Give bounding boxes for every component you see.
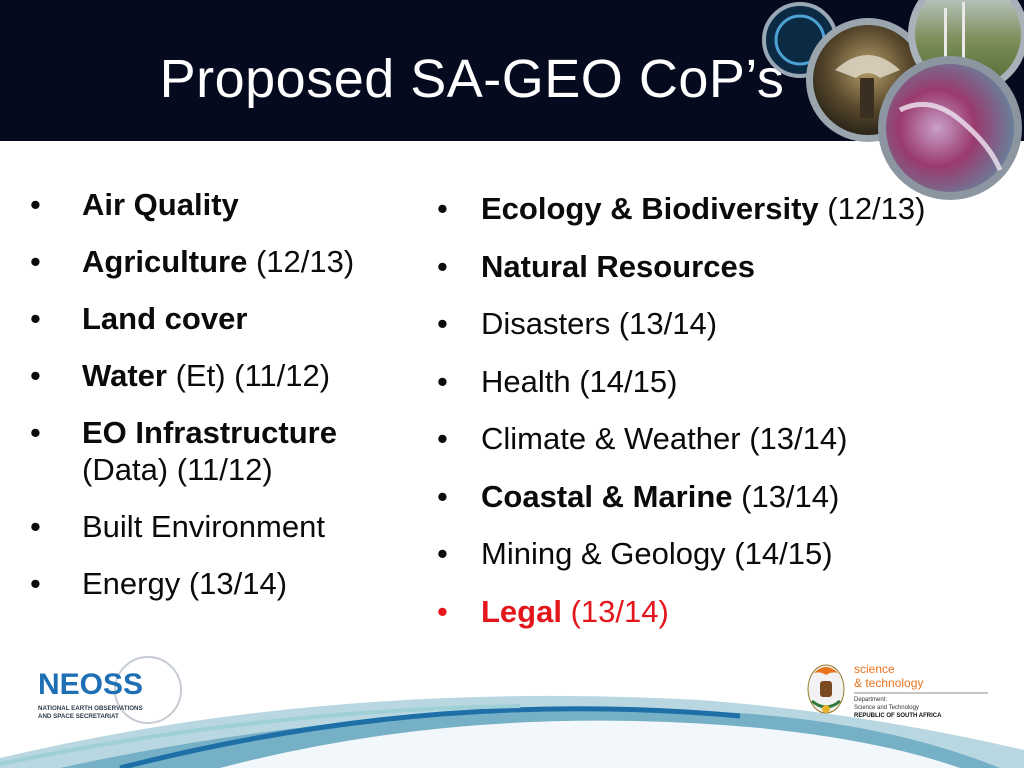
list-item-agriculture: • Agriculture (12/13) <box>30 243 410 280</box>
bullet: • <box>30 187 41 222</box>
list-item-water: • Water (Et) (11/12) <box>30 357 410 394</box>
list-item-air-quality: • Air Quality <box>30 186 410 223</box>
title-bar: Proposed SA-GEO CoP’s <box>0 0 1024 141</box>
item-rest: (12/13) <box>247 244 355 279</box>
list-item-mining-geology: • Mining & Geology (14/15) <box>437 535 1017 572</box>
dst-logo: science & technology Department: Science… <box>807 662 988 719</box>
bullet: • <box>30 244 41 279</box>
item-rest: Disasters (13/14) <box>481 306 718 341</box>
item-rest: (13/14) <box>561 593 669 629</box>
list-item-coastal-marine: • Coastal & Marine (13/14) <box>437 478 1017 515</box>
item-bold: Land cover <box>82 301 248 336</box>
left-topic-list: • Air Quality • Agriculture (12/13) • Land … <box>30 186 410 622</box>
bullet: • <box>30 358 41 393</box>
item-bold: Legal <box>481 593 562 629</box>
item-rest: (Et) (11/12) <box>166 358 331 393</box>
item-rest: Climate & Weather (13/14) <box>481 421 848 456</box>
list-item-legal: • Legal (13/14) <box>437 593 1017 630</box>
list-item-eo-infrastructure: • EO Infrastructure (Data) (11/12) <box>30 414 410 488</box>
item-bold: Coastal & Marine <box>481 478 733 514</box>
item-bold: EO Infrastructure <box>82 415 337 450</box>
bullet: • <box>437 421 448 456</box>
right-topic-list: • Ecology & Biodiversity (12/13) • Natural… <box>437 190 1017 650</box>
bullet: • <box>30 566 41 601</box>
list-item-land-cover: • Land cover <box>30 300 410 337</box>
bullet: • <box>437 478 448 514</box>
bottom-wave-decoration <box>0 695 1024 768</box>
item-rest: (Data) (11/12) <box>82 452 273 487</box>
dst-line1: science <box>854 662 895 676</box>
neoss-line1: NATIONAL EARTH OBSERVATIONS <box>38 705 143 712</box>
bullet: • <box>30 301 41 336</box>
bullet: • <box>437 536 448 571</box>
list-item-built-environment: • Built Environment <box>30 508 410 545</box>
bullet: • <box>437 306 448 341</box>
item-rest: Energy (13/14) <box>82 566 288 601</box>
bullet: • <box>437 191 448 226</box>
item-rest: Health (14/15) <box>481 363 678 399</box>
item-bold: Natural Resources <box>481 248 755 284</box>
list-item-natural-resources: • Natural Resources <box>437 248 1017 285</box>
list-item-energy: • Energy (13/14) <box>30 565 410 602</box>
coat-of-arms-icon <box>807 664 845 714</box>
list-item-disasters: • Disasters (13/14) <box>437 305 1017 342</box>
item-bold: Agriculture <box>82 244 248 279</box>
dst-dept3: REPUBLIC OF SOUTH AFRICA <box>854 713 942 719</box>
neoss-logo: NEOSS NATIONAL EARTH OBSERVATIONS AND SP… <box>38 656 182 724</box>
list-item-climate-weather: • Climate & Weather (13/14) <box>437 420 1017 457</box>
neoss-wordmark: NEOSS <box>38 668 143 701</box>
item-rest: Built Environment <box>82 509 325 544</box>
item-bold: Air Quality <box>82 187 239 222</box>
bullet: • <box>437 363 448 399</box>
slide-title: Proposed SA-GEO CoP’s <box>159 49 785 109</box>
bullet: • <box>437 248 448 284</box>
bullet: • <box>30 415 41 450</box>
list-item-ecology: • Ecology & Biodiversity (12/13) <box>437 190 1017 227</box>
dst-dept2: Science and Technology <box>854 705 919 711</box>
item-bold: Ecology & Biodiversity <box>481 191 819 226</box>
item-rest: (13/14) <box>732 478 840 514</box>
bullet: • <box>30 509 41 544</box>
bullet: • <box>437 593 448 629</box>
dst-dept1: Department: <box>854 697 887 703</box>
dst-line2: & technology <box>854 676 923 690</box>
neoss-line2: AND SPACE SECRETARIAT <box>38 713 119 720</box>
item-rest: Mining & Geology (14/15) <box>481 536 833 571</box>
item-bold: Water <box>82 358 167 393</box>
list-item-health: • Health (14/15) <box>437 363 1017 400</box>
item-rest: (12/13) <box>818 191 926 226</box>
